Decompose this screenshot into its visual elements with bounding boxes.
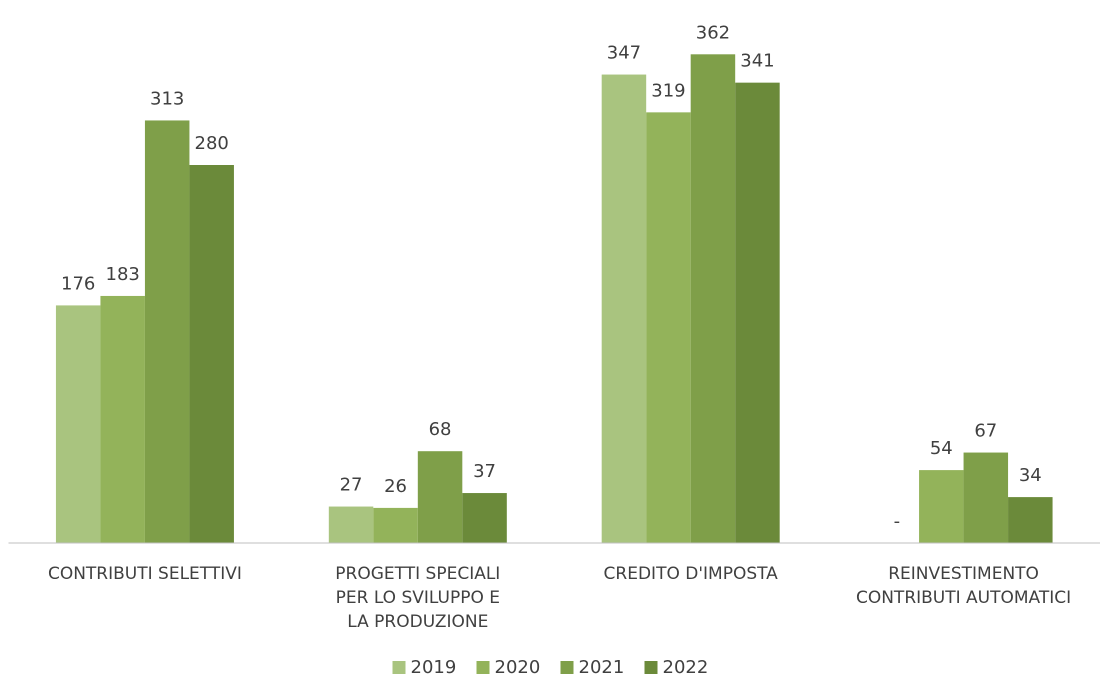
bar: [373, 507, 418, 543]
data-label: 313: [150, 88, 184, 109]
bar: [100, 295, 145, 543]
bar: [963, 452, 1009, 543]
data-label: 176: [61, 273, 95, 294]
data-label: 27: [340, 475, 363, 496]
data-label: 347: [607, 43, 641, 64]
legend-swatch: [560, 661, 574, 674]
data-label: -: [894, 511, 901, 532]
data-label: 34: [1019, 465, 1042, 486]
legend-swatch: [392, 661, 406, 674]
legend-label: 2021: [579, 657, 625, 677]
data-label: 67: [974, 421, 997, 442]
data-label: 319: [651, 80, 685, 101]
data-label: 183: [106, 264, 140, 285]
legend-swatch: [476, 661, 490, 674]
bar: [601, 74, 647, 544]
legend-label: 2019: [411, 657, 457, 677]
legend-label: 2022: [663, 657, 709, 677]
data-label: 341: [740, 51, 774, 72]
x-tick-label: REINVESTIMENTO CONTRIBUTI AUTOMATICI: [855, 564, 1072, 608]
data-label: 54: [930, 438, 953, 459]
data-label: 68: [429, 419, 452, 440]
data-label: 37: [473, 461, 496, 482]
legend-swatch: [644, 661, 658, 674]
bar: [462, 493, 507, 543]
bar: [144, 120, 190, 543]
bar: [55, 305, 101, 543]
bar: [646, 112, 691, 543]
bar: [735, 82, 780, 544]
data-label: 362: [696, 22, 730, 43]
x-tick-label: CONTRIBUTI SELETTIVI: [47, 564, 242, 584]
data-label: 280: [195, 133, 229, 154]
x-tick-label: CREDITO D'IMPOSTA: [603, 564, 778, 584]
bar: [919, 470, 964, 543]
x-tick-label: PROGETTI SPECIALI PER LO SVILUPPO E LA P…: [335, 564, 501, 632]
bar: [189, 165, 234, 543]
bar: [1008, 497, 1053, 543]
bar: [328, 506, 374, 543]
bar: [417, 451, 463, 543]
data-label: 26: [384, 476, 407, 497]
bar: [690, 54, 736, 544]
legend-label: 2020: [495, 657, 541, 677]
